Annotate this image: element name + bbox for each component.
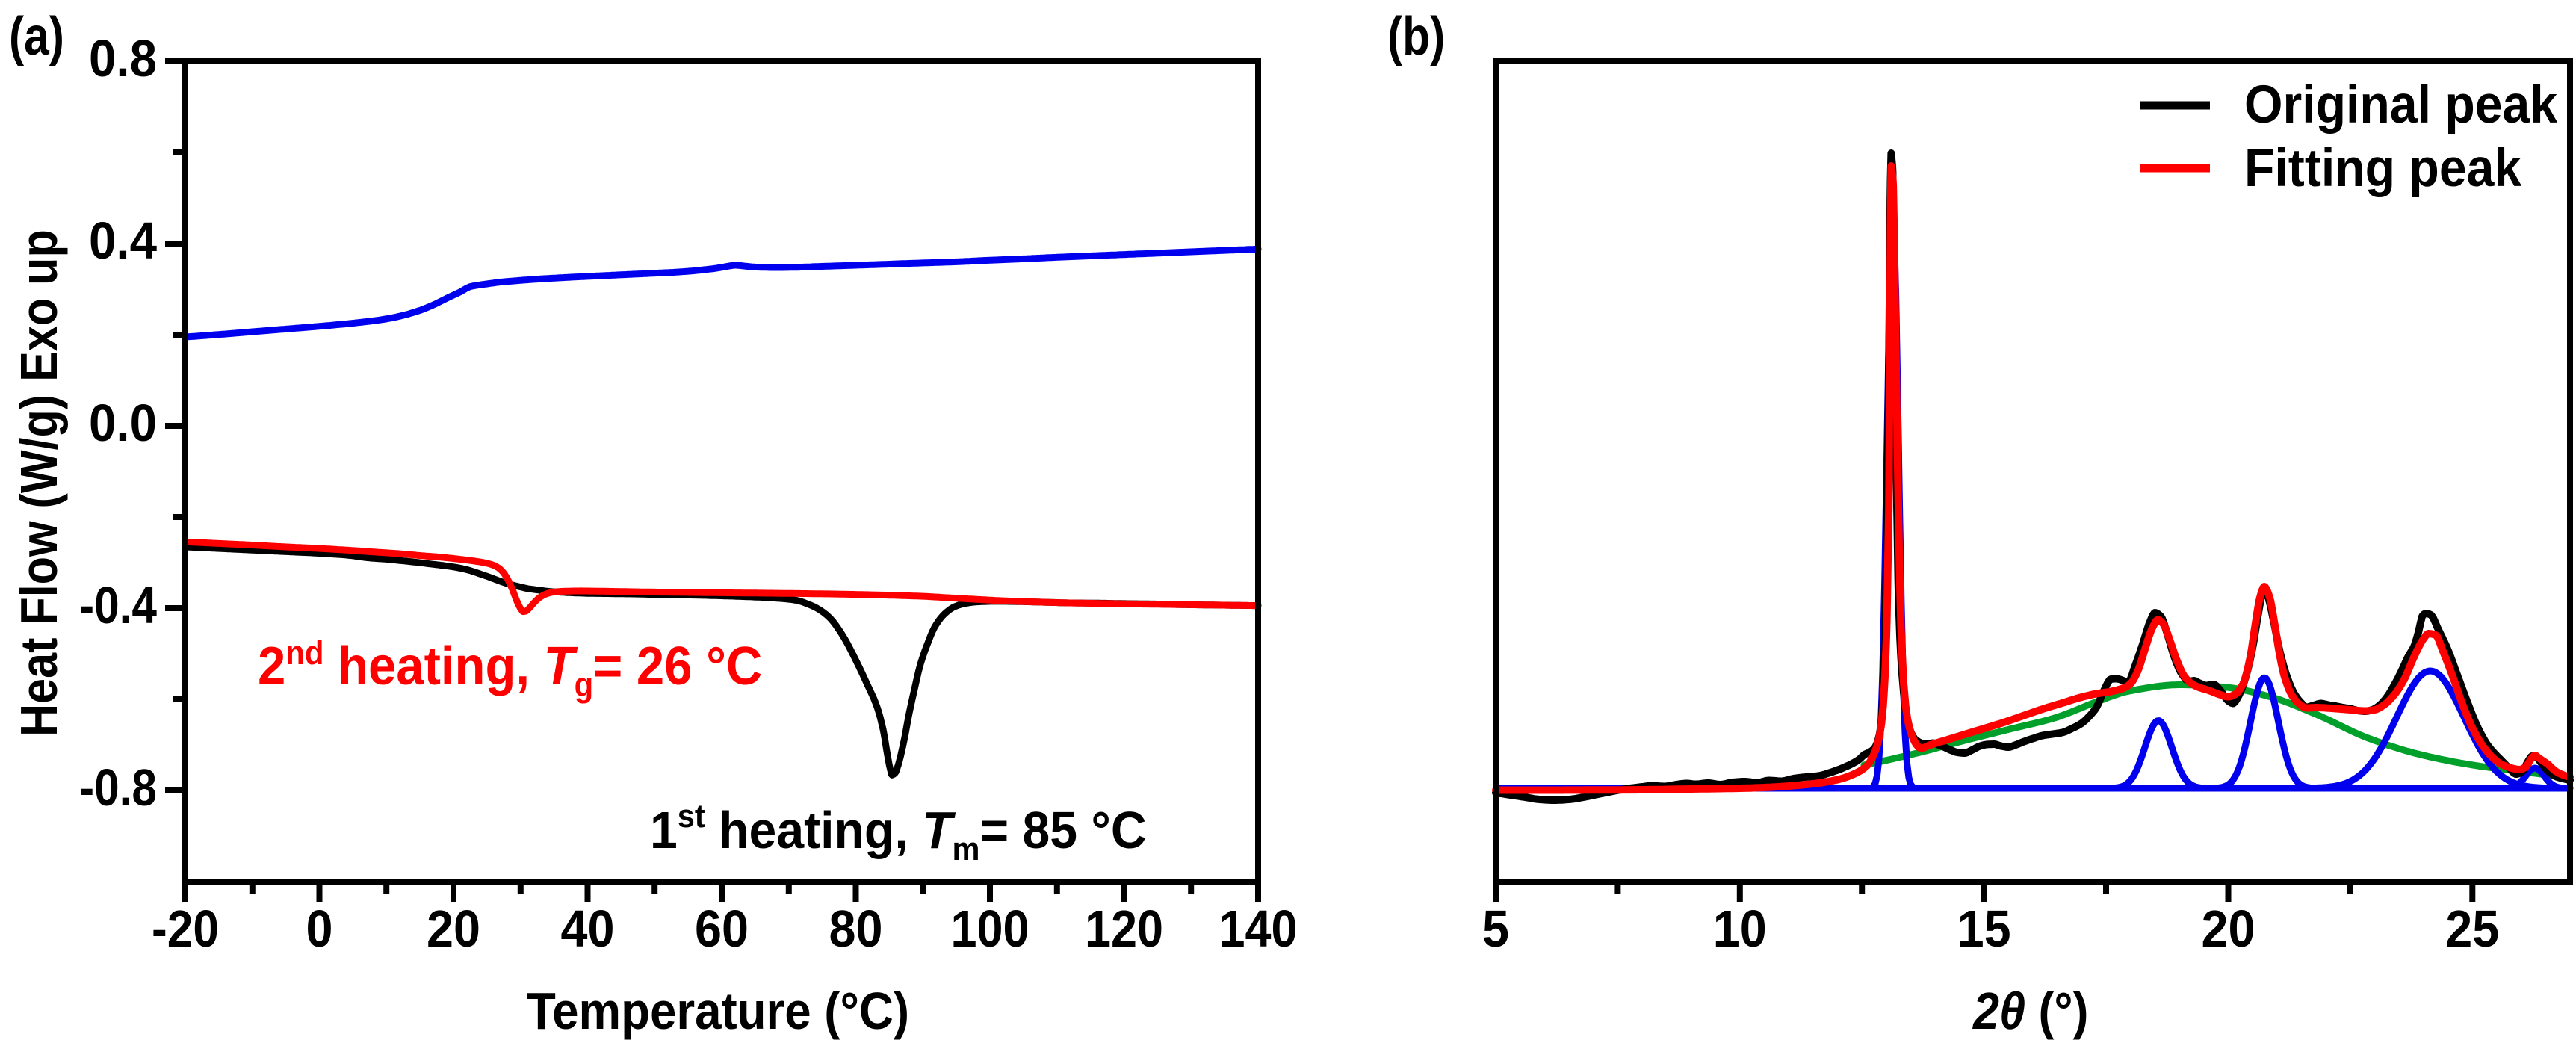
svg-text:40: 40 — [561, 900, 615, 958]
svg-text:10: 10 — [1713, 900, 1767, 958]
svg-text:2nd heating, Tg= 26 °C: 2nd heating, Tg= 26 °C — [258, 635, 762, 705]
svg-text:-20: -20 — [152, 900, 219, 958]
svg-text:120: 120 — [1085, 900, 1163, 958]
svg-text:(b): (b) — [1387, 7, 1445, 66]
svg-text:5: 5 — [1482, 900, 1509, 958]
svg-text:Original peak: Original peak — [2244, 75, 2558, 134]
svg-text:15: 15 — [1957, 900, 2011, 958]
svg-text:-0.8: -0.8 — [79, 758, 157, 817]
svg-text:100: 100 — [951, 900, 1030, 958]
svg-text:80: 80 — [829, 900, 883, 958]
svg-text:25: 25 — [2445, 900, 2499, 958]
svg-text:2θ (°): 2θ (°) — [1972, 982, 2088, 1041]
svg-text:Heat Flow (W/g) Exo up: Heat Flow (W/g) Exo up — [10, 229, 68, 737]
svg-text:(a): (a) — [9, 7, 64, 66]
svg-text:-0.4: -0.4 — [79, 576, 157, 634]
svg-text:Temperature (°C): Temperature (°C) — [527, 982, 909, 1040]
svg-text:0.8: 0.8 — [89, 29, 157, 87]
svg-text:0.4: 0.4 — [89, 211, 157, 270]
svg-text:60: 60 — [695, 900, 749, 958]
svg-text:20: 20 — [2202, 900, 2255, 958]
svg-text:0.0: 0.0 — [89, 394, 157, 452]
svg-text:140: 140 — [1219, 900, 1298, 958]
svg-text:Fitting peak: Fitting peak — [2244, 138, 2522, 198]
svg-text:0: 0 — [306, 900, 333, 958]
svg-text:20: 20 — [427, 900, 480, 958]
svg-text:1st heating, Tm= 85 °C: 1st heating, Tm= 85 °C — [650, 798, 1147, 867]
